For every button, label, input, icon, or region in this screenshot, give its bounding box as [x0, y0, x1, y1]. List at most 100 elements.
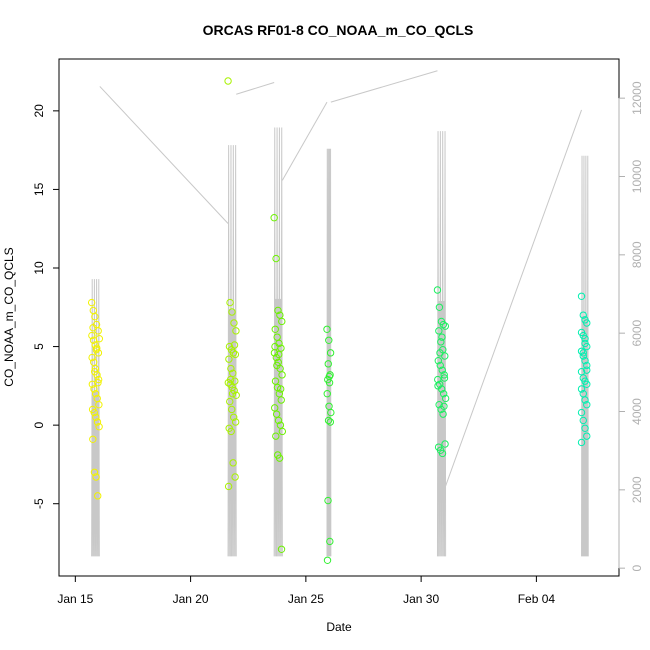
data-point [271, 342, 279, 351]
data-point [275, 454, 284, 462]
data-point [90, 368, 99, 376]
data-point [95, 401, 103, 409]
y-tick-label: 10 [32, 261, 46, 275]
data-point [90, 408, 98, 417]
data-point [90, 468, 99, 476]
data-point [435, 401, 443, 409]
data-point [436, 380, 444, 388]
data-point [439, 320, 448, 329]
data-point [272, 254, 280, 263]
x-tick-label: Jan 15 [57, 592, 93, 606]
data-point [232, 327, 240, 335]
y-axis-label: CO_NOAA_m_CO_QCLS [2, 247, 16, 386]
right-y-tick-label: 10000 [630, 159, 644, 193]
data-point [439, 390, 448, 398]
data-point [577, 292, 586, 300]
data-point [581, 424, 589, 432]
data-point [326, 349, 335, 357]
data-point [224, 482, 233, 491]
data-point [230, 319, 238, 327]
data-point [438, 449, 447, 458]
data-point [581, 335, 589, 343]
data-point [437, 338, 445, 346]
x-tick-label: Jan 20 [173, 592, 209, 606]
right-y-tick-label: 2000 [630, 476, 644, 503]
data-point [94, 379, 102, 387]
data-point [440, 402, 448, 410]
data-point [326, 537, 334, 546]
data-point [224, 77, 232, 85]
data-point [579, 349, 587, 357]
data-point [277, 396, 285, 404]
right-y-tick-label: 0 [630, 565, 644, 572]
data-point [229, 413, 238, 421]
plot-frame [58, 58, 620, 577]
data-point [581, 357, 589, 365]
data-point [438, 366, 446, 374]
data-point [88, 331, 96, 340]
altitude-connector-line [236, 82, 275, 95]
data-point [89, 435, 97, 443]
data-point [323, 325, 331, 333]
data-point [325, 372, 333, 381]
data-point [441, 322, 450, 330]
data-point [228, 405, 236, 414]
data-point [95, 423, 103, 431]
data-point [577, 408, 586, 417]
data-point [93, 418, 102, 426]
data-point [581, 339, 589, 348]
data-point [436, 361, 444, 370]
data-point [433, 286, 442, 294]
data-point [324, 360, 332, 368]
altitude-series [91, 70, 589, 557]
altitude-connector-line [445, 109, 583, 487]
data-point [276, 385, 285, 393]
x-tick-label: Feb 04 [518, 592, 556, 606]
y-tick-label: -5 [32, 498, 46, 509]
data-point [325, 336, 333, 344]
data-points [87, 77, 591, 564]
flight-altitude-trace [326, 148, 332, 557]
chart-title: ORCAS RF01-8 CO_NOAA_m_CO_QCLS [203, 22, 474, 38]
data-point [327, 408, 335, 417]
data-point [95, 335, 104, 343]
data-point [324, 416, 333, 425]
data-point [228, 308, 236, 316]
data-point [434, 382, 442, 390]
data-point [229, 459, 237, 467]
flight-altitude-trace [581, 155, 589, 557]
data-point [92, 346, 101, 354]
right-y-tick-label: 8000 [630, 241, 644, 268]
flight-altitude-trace [273, 127, 283, 557]
data-point [583, 361, 591, 370]
data-point [229, 349, 238, 357]
data-point [278, 427, 287, 436]
data-point [91, 390, 100, 398]
altitude-connector-line [330, 70, 438, 103]
data-point [583, 432, 591, 440]
altitude-connector-line [99, 86, 229, 224]
right-y-tick-label: 4000 [630, 398, 644, 425]
data-point [272, 432, 280, 440]
x-tick-label: Jan 30 [403, 592, 439, 606]
data-point [226, 397, 234, 406]
data-point [227, 364, 235, 373]
y-tick-label: 0 [32, 421, 46, 428]
data-point [90, 385, 98, 393]
x-axis-label: Date [326, 620, 352, 634]
data-point [278, 371, 286, 379]
right-y-axis: 0 2000 4000 6000 8000 10000 12000 [618, 81, 644, 572]
data-point [229, 369, 237, 377]
data-point [87, 298, 96, 307]
data-point [226, 298, 234, 307]
data-point [227, 427, 235, 436]
data-point [581, 396, 589, 404]
data-point [278, 317, 286, 326]
y-axis: -5 0 5 10 15 20 [32, 104, 60, 509]
data-point [435, 327, 443, 335]
data-point [92, 413, 100, 421]
data-point [583, 380, 591, 388]
data-point [226, 375, 235, 384]
data-point [579, 311, 587, 319]
data-point [583, 366, 591, 374]
